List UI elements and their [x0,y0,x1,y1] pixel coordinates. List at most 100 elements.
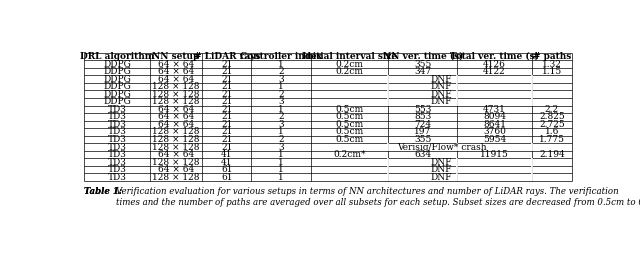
Text: 0.5cm: 0.5cm [336,112,364,121]
Text: Table 1:: Table 1: [84,187,125,196]
Text: 64 × 64: 64 × 64 [158,165,194,174]
Text: TD3: TD3 [108,135,127,144]
Text: 21: 21 [221,67,232,76]
Text: 853: 853 [414,112,431,121]
Text: 2: 2 [278,112,284,121]
Text: 4731: 4731 [483,105,506,114]
Text: 61: 61 [221,173,232,182]
Text: 41: 41 [221,150,232,159]
Text: TD3: TD3 [108,158,127,167]
Text: 4122: 4122 [483,67,506,76]
Text: DDPG: DDPG [103,75,131,84]
Text: 355: 355 [414,135,431,144]
Text: DNF: DNF [431,173,452,182]
Text: 1: 1 [278,173,284,182]
Text: DNF: DNF [431,97,452,106]
Text: 1.15: 1.15 [541,67,562,76]
Text: 21: 21 [221,127,232,136]
Text: 8094: 8094 [483,112,506,121]
Text: 64 × 64: 64 × 64 [158,75,194,84]
Text: # paths: # paths [532,52,571,61]
Text: DNF: DNF [431,75,452,84]
Text: 61: 61 [221,165,232,174]
Text: 2: 2 [278,67,284,76]
Text: Controller index: Controller index [240,52,323,61]
Text: TD3: TD3 [108,120,127,129]
Text: TD3: TD3 [108,127,127,136]
Text: 64 × 64: 64 × 64 [158,105,194,114]
Text: 41: 41 [221,158,232,167]
Text: # LiDAR rays: # LiDAR rays [193,52,260,61]
Text: 128 × 128: 128 × 128 [152,135,200,144]
Text: 3: 3 [278,75,284,84]
Text: 64 × 64: 64 × 64 [158,67,194,76]
Text: 128 × 128: 128 × 128 [152,173,200,182]
Text: NN setup: NN setup [152,52,200,61]
Text: 128 × 128: 128 × 128 [152,90,200,99]
Text: 21: 21 [221,112,232,121]
Text: 0.5cm: 0.5cm [336,135,364,144]
Text: 128 × 128: 128 × 128 [152,127,200,136]
Text: TD3: TD3 [108,112,127,121]
Text: 128 × 128: 128 × 128 [152,158,200,167]
Text: 21: 21 [221,105,232,114]
Text: 355: 355 [414,60,431,69]
Text: 0.5cm: 0.5cm [336,127,364,136]
Text: Verisig/Flow* crash: Verisig/Flow* crash [397,143,486,152]
Text: DDPG: DDPG [103,82,131,91]
Text: DNF: DNF [431,165,452,174]
Text: 1: 1 [278,105,284,114]
Text: 3: 3 [278,97,284,106]
Text: TD3: TD3 [108,173,127,182]
Text: TD3: TD3 [108,105,127,114]
Text: 21: 21 [221,143,232,152]
Text: 64 × 64: 64 × 64 [158,150,194,159]
Text: DNF: DNF [431,82,452,91]
Text: 0.2cm*: 0.2cm* [333,150,366,159]
Text: 1.32: 1.32 [542,60,562,69]
Text: 1: 1 [278,60,284,69]
Text: 8641: 8641 [483,120,506,129]
Text: 21: 21 [221,82,232,91]
Text: DNF: DNF [431,158,452,167]
Text: 1: 1 [278,127,284,136]
Text: 0.2cm: 0.2cm [336,67,364,76]
Text: 347: 347 [414,67,431,76]
Text: 21: 21 [221,97,232,106]
Text: Table 1:: Table 1: [84,187,125,196]
Text: TD3: TD3 [108,143,127,152]
Text: 1.775: 1.775 [539,135,565,144]
Text: 2: 2 [278,90,284,99]
Text: DRL algorithm: DRL algorithm [80,52,154,61]
Text: 1: 1 [278,165,284,174]
Text: TD3: TD3 [108,150,127,159]
Text: 2.194: 2.194 [539,150,564,159]
Text: 2.725: 2.725 [539,120,564,129]
Text: 128 × 128: 128 × 128 [152,97,200,106]
Text: 1: 1 [278,82,284,91]
Text: NN ver. time (s): NN ver. time (s) [383,52,463,61]
Text: 4126: 4126 [483,60,506,69]
Text: 128 × 128: 128 × 128 [152,143,200,152]
Text: 3760: 3760 [483,127,506,136]
Text: DNF: DNF [431,90,452,99]
Text: 1.6: 1.6 [545,127,559,136]
Text: 64 × 64: 64 × 64 [158,120,194,129]
Text: Initial interval size: Initial interval size [302,52,397,61]
Text: DDPG: DDPG [103,67,131,76]
Text: 21: 21 [221,60,232,69]
Text: 21: 21 [221,135,232,144]
Text: 1: 1 [278,158,284,167]
Text: 21: 21 [221,75,232,84]
Text: Total ver. time (s): Total ver. time (s) [450,52,539,61]
Text: TD3: TD3 [108,165,127,174]
Text: 21: 21 [221,120,232,129]
Text: DDPG: DDPG [103,97,131,106]
Text: 3: 3 [278,143,284,152]
Text: 64 × 64: 64 × 64 [158,112,194,121]
Text: 0.5cm: 0.5cm [336,120,364,129]
Text: 197: 197 [414,127,431,136]
Text: 5954: 5954 [483,135,506,144]
Text: 724: 724 [414,120,431,129]
Text: DDPG: DDPG [103,60,131,69]
